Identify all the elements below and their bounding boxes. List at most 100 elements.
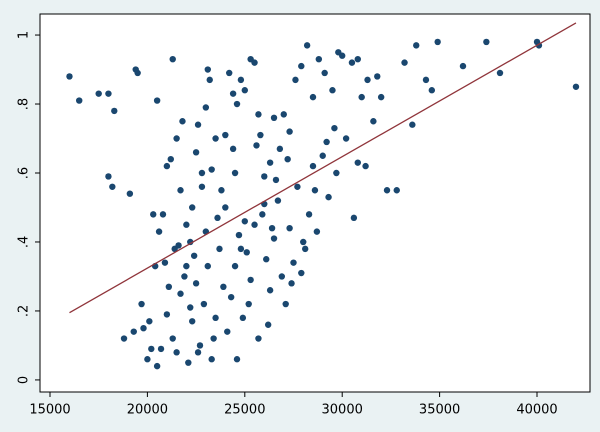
point: [274, 197, 282, 204]
point: [173, 349, 180, 356]
point: [241, 87, 249, 94]
point: [229, 145, 237, 153]
point: [150, 211, 157, 218]
point: [315, 55, 323, 63]
point: [120, 335, 128, 342]
y-tick-label: .6: [17, 167, 32, 179]
point: [66, 73, 73, 80]
point: [233, 100, 241, 108]
point: [212, 135, 219, 142]
point: [259, 211, 266, 218]
point: [294, 183, 301, 190]
point: [257, 131, 264, 139]
point: [179, 118, 186, 125]
point: [276, 145, 284, 153]
point: [272, 176, 280, 184]
point: [377, 93, 385, 101]
point: [200, 300, 208, 308]
point: [303, 42, 311, 49]
point: [364, 76, 371, 84]
point: [105, 173, 112, 180]
point: [208, 166, 215, 173]
point: [323, 138, 330, 146]
y-tick-label: .4: [17, 236, 32, 248]
point: [261, 173, 268, 180]
point: [231, 262, 239, 270]
point: [333, 169, 340, 177]
point: [189, 318, 196, 325]
x-tick-label: 25000: [224, 403, 265, 418]
point: [298, 62, 305, 70]
point: [428, 87, 436, 94]
point: [153, 362, 161, 370]
point: [204, 262, 211, 270]
point: [159, 211, 167, 218]
point: [198, 183, 206, 190]
point: [237, 76, 245, 84]
point: [354, 159, 361, 166]
point: [266, 159, 274, 166]
point: [235, 231, 243, 239]
point: [222, 131, 229, 139]
point: [247, 276, 254, 284]
point: [189, 204, 196, 211]
point: [292, 76, 299, 84]
point: [354, 55, 361, 63]
x-tick-label: 15000: [29, 403, 70, 418]
point: [309, 162, 317, 170]
point: [181, 273, 188, 280]
point: [226, 69, 233, 77]
point: [325, 193, 332, 201]
point: [204, 66, 211, 73]
point: [210, 335, 217, 342]
x-tick-label: 20000: [127, 403, 168, 418]
point: [190, 252, 198, 259]
point: [194, 349, 202, 356]
point: [342, 135, 350, 142]
y-tick-label: .8: [17, 98, 32, 110]
point: [241, 218, 249, 225]
point: [183, 221, 190, 228]
point: [192, 280, 200, 287]
point: [126, 190, 134, 197]
point: [169, 335, 176, 342]
y-tick-label: 1: [17, 31, 32, 39]
point: [301, 245, 309, 253]
point: [109, 183, 116, 190]
point: [459, 62, 467, 70]
point: [187, 238, 194, 246]
point: [290, 259, 297, 266]
point: [311, 187, 319, 194]
point: [270, 235, 278, 242]
point: [177, 290, 184, 297]
point: [374, 73, 381, 80]
point: [140, 324, 147, 332]
point: [483, 38, 490, 46]
point: [220, 283, 227, 291]
point: [208, 356, 215, 363]
point: [173, 135, 180, 142]
point: [298, 269, 305, 277]
point: [224, 328, 231, 335]
point: [321, 69, 328, 77]
point: [319, 152, 326, 159]
point: [268, 224, 276, 232]
point: [393, 187, 400, 194]
point: [161, 259, 169, 266]
point: [163, 311, 171, 318]
point: [229, 90, 237, 97]
point: [155, 228, 163, 235]
point: [163, 162, 171, 170]
point: [413, 42, 420, 49]
point: [286, 128, 293, 135]
point: [105, 90, 112, 97]
x-tick-label: 30000: [322, 403, 363, 418]
x-tick-label: 40000: [516, 403, 557, 418]
point: [309, 93, 317, 101]
point: [233, 356, 241, 363]
point: [401, 59, 408, 66]
point: [434, 38, 441, 46]
point: [358, 93, 365, 101]
plot-area: [39, 13, 591, 393]
